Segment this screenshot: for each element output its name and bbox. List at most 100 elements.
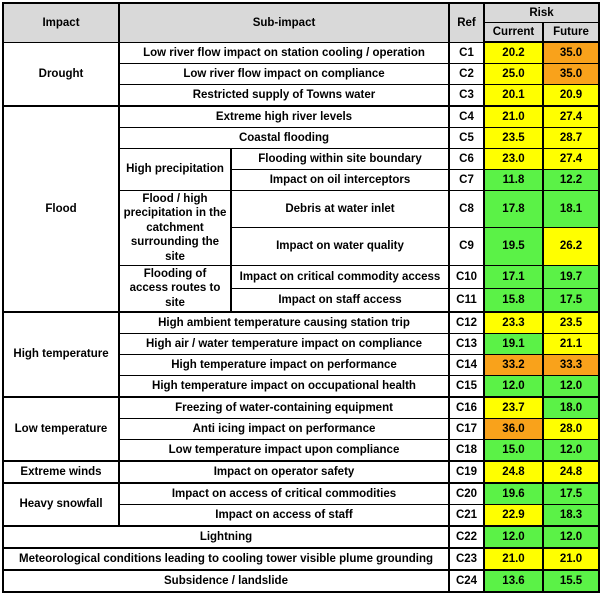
risk-future-cell: 20.9 — [541, 84, 600, 107]
ref-cell: C20 — [448, 482, 485, 505]
impact-cell: High temperature — [2, 311, 120, 398]
risk-current-cell: 17.1 — [483, 264, 544, 289]
impact-cell: Extreme winds — [2, 460, 120, 484]
ref-cell: C22 — [448, 525, 485, 549]
risk-future-cell: 19.7 — [541, 264, 600, 289]
risk-current-cell: 21.0 — [483, 547, 544, 571]
risk-current-cell: 13.6 — [483, 569, 544, 593]
ref-cell: C7 — [448, 169, 485, 191]
table-row: Lightning C22 12.0 12.0 — [2, 525, 600, 549]
risk-current-cell: 19.1 — [483, 333, 544, 355]
table-row: Extreme winds Impact on operator safety C1… — [2, 460, 600, 484]
sub-impact-group-cell: Flood / high precipitation in the catchm… — [118, 190, 232, 266]
risk-current-cell: 33.2 — [483, 354, 544, 376]
risk-future-cell: 21.1 — [541, 333, 600, 355]
table-row: Subsidence / landslide C24 13.6 15.5 — [2, 569, 600, 593]
ref-cell: C23 — [448, 547, 485, 571]
impact-sub-impact-merged-cell: Meteorological conditions leading to coo… — [2, 547, 450, 571]
ref-cell: C21 — [448, 504, 485, 527]
risk-current-cell: 22.9 — [483, 504, 544, 527]
sub-impact-cell: High temperature impact on performance — [118, 354, 450, 376]
table-row: Drought Low river flow impact on station … — [2, 41, 600, 107]
table-row: Low temperature impact upon compliance C1… — [3, 439, 600, 462]
ref-cell: C12 — [448, 311, 485, 334]
impact-cell: Heavy snowfall — [2, 482, 120, 527]
sub-impact-cell: Low river flow impact on compliance — [118, 63, 450, 85]
sub-impact-cell: Debris at water inlet — [230, 189, 450, 229]
table-row: High temperature impact on performance C1… — [3, 354, 600, 376]
table-row: Meteorological conditions leading to coo… — [2, 547, 600, 571]
risk-future-cell: 27.4 — [541, 105, 600, 128]
ref-cell: C10 — [448, 264, 485, 289]
risk-future-cell: 15.5 — [541, 569, 600, 593]
risk-current-cell: 12.0 — [483, 525, 544, 549]
ref-cell: C2 — [448, 63, 485, 85]
sub-impact-cell: Impact on oil interceptors — [230, 169, 450, 191]
risk-future-cell: 23.5 — [541, 311, 600, 334]
table-row: Anti icing impact on performance C17 36.0 2… — [3, 418, 600, 440]
risk-current-cell: 17.8 — [483, 189, 544, 229]
risk-current-cell: 15.8 — [483, 287, 544, 313]
ref-cell: C15 — [448, 375, 485, 398]
risk-future-cell: 18.3 — [541, 504, 600, 527]
risk-current-cell: 11.8 — [483, 169, 544, 191]
sub-impact-cell: High ambient temperature causing station… — [118, 311, 450, 334]
header-risk: Risk — [482, 2, 600, 23]
risk-future-cell: 35.0 — [541, 63, 600, 85]
risk-future-cell: 12.0 — [541, 375, 600, 398]
header-ref: Ref — [448, 2, 485, 43]
risk-future-cell: 26.2 — [541, 227, 600, 266]
sub-impact-cell: Impact on staff access — [230, 287, 450, 313]
ref-cell: C3 — [448, 84, 485, 107]
impact-sub-impact-merged-cell: Subsidence / landslide — [2, 569, 450, 593]
sub-impact-cell: High temperature impact on occupational … — [118, 375, 450, 398]
risk-future-cell: 17.5 — [541, 287, 600, 313]
risk-future-cell: 33.3 — [541, 354, 600, 376]
impact-cell: Flood — [2, 105, 120, 313]
sub-impact-cell: Flooding within site boundary — [230, 148, 450, 170]
table-row: Impact on water quality C9 19.5 26.2 — [3, 227, 600, 266]
ref-cell: C5 — [448, 127, 485, 149]
risk-future-cell: 21.0 — [541, 547, 600, 571]
table-row: Coastal flooding C5 23.5 28.7 — [3, 127, 600, 149]
ref-cell: C1 — [448, 41, 485, 64]
risk-current-cell: 23.3 — [483, 311, 544, 334]
header-row-2: Current Future — [3, 22, 600, 43]
risk-current-cell: 25.0 — [483, 63, 544, 85]
table-row: High temperature High ambient temperature… — [2, 311, 600, 398]
ref-cell: C8 — [448, 189, 485, 229]
risk-current-cell: 20.2 — [483, 41, 544, 64]
risk-current-cell: 36.0 — [483, 418, 544, 440]
sub-impact-cell: Impact on operator safety — [118, 460, 450, 484]
risk-current-cell: 19.5 — [483, 227, 544, 266]
table-row: Flood / high precipitation in the catchm… — [3, 189, 600, 266]
risk-future-cell: 35.0 — [541, 41, 600, 64]
risk-current-cell: 23.7 — [483, 396, 544, 419]
risk-future-cell: 17.5 — [541, 482, 600, 505]
sub-impact-cell: Impact on access of staff — [118, 504, 450, 527]
ref-cell: C24 — [448, 569, 485, 593]
table-row: Flood Extreme high river levels C4 21.0 27.4 — [2, 105, 600, 313]
sub-impact-cell: Anti icing impact on performance — [118, 418, 450, 440]
impact-sub-impact-merged-cell: Lightning — [2, 525, 450, 549]
ref-cell: C17 — [448, 418, 485, 440]
risk-future-cell: 27.4 — [541, 148, 600, 170]
table-header: Impact Sub-impact Ref Risk Current Futur… — [2, 2, 600, 43]
table-row: Flooding of access routes to site Impact … — [3, 264, 600, 313]
ref-cell: C6 — [448, 148, 485, 170]
risk-future-cell: 24.8 — [541, 460, 600, 484]
risk-future-cell: 12.0 — [541, 439, 600, 462]
risk-future-cell: 18.1 — [541, 189, 600, 229]
header-risk-future: Future — [541, 22, 600, 43]
sub-impact-cell: Freezing of water-containing equipment — [118, 396, 450, 419]
sub-impact-cell: Impact on critical commodity access — [230, 264, 450, 289]
table-body: Drought Low river flow impact on station … — [2, 41, 600, 593]
ref-cell: C9 — [448, 227, 485, 266]
ref-cell: C18 — [448, 439, 485, 462]
risk-current-cell: 20.1 — [483, 84, 544, 107]
header-sub-impact: Sub-impact — [118, 2, 450, 43]
sub-impact-cell: Coastal flooding — [118, 127, 450, 149]
risk-future-cell: 12.2 — [541, 169, 600, 191]
impact-cell: Low temperature — [2, 396, 120, 462]
